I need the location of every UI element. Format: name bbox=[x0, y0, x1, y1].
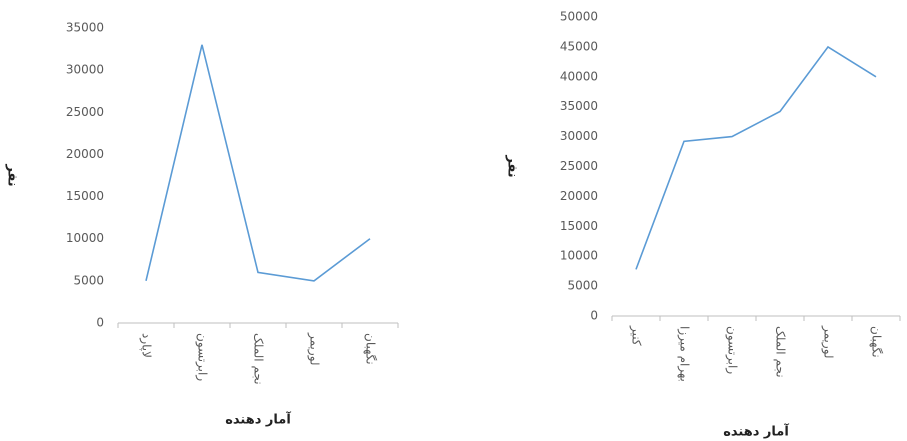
y-tick-label: 5000 bbox=[567, 279, 598, 293]
x-tick-label: نجم الملک bbox=[252, 333, 266, 385]
y-axis-title: نفر bbox=[505, 154, 520, 177]
y-tick-label: 5000 bbox=[73, 273, 104, 287]
x-tick-label: لوریمر bbox=[307, 332, 322, 366]
x-tick-label: رابرتسون bbox=[725, 326, 740, 374]
y-tick-label: 15000 bbox=[66, 189, 104, 203]
y-tick-label: 40000 bbox=[560, 69, 598, 83]
y-tick-label: 20000 bbox=[560, 189, 598, 203]
y-tick-label: 20000 bbox=[66, 147, 104, 161]
y-tick-label: 35000 bbox=[66, 21, 104, 35]
y-tick-label: 30000 bbox=[560, 129, 598, 143]
x-tick-label: نگهبان bbox=[364, 333, 378, 365]
y-tick-label: 50000 bbox=[560, 10, 598, 24]
x-tick-label: لاپارد bbox=[139, 333, 154, 358]
y-tick-label: 0 bbox=[96, 316, 104, 330]
x-tick-label: بهرام میرزا bbox=[677, 326, 692, 382]
data-line bbox=[635, 45, 877, 270]
y-tick-label: 0 bbox=[590, 309, 598, 323]
x-axis-title: آمار دهنده bbox=[225, 411, 291, 428]
y-tick-label: 10000 bbox=[66, 231, 104, 245]
y-tick-label: 25000 bbox=[66, 105, 104, 119]
x-tick-label: نگهبان bbox=[870, 326, 884, 358]
y-axis-title: نفر bbox=[5, 163, 20, 186]
y-tick-label: 10000 bbox=[560, 249, 598, 263]
y-tick-label: 35000 bbox=[560, 99, 598, 113]
y-tick-label: 25000 bbox=[560, 159, 598, 173]
y-tick-label: 45000 bbox=[560, 39, 598, 53]
x-tick-label: لوریمر bbox=[821, 325, 836, 359]
x-tick-label: رابرتسون bbox=[195, 333, 210, 381]
x-tick-label: نجم الملک bbox=[774, 326, 788, 378]
x-tick-label: کنیر bbox=[629, 325, 644, 346]
data-line bbox=[145, 44, 371, 282]
y-tick-label: 15000 bbox=[560, 219, 598, 233]
y-tick-label: 30000 bbox=[66, 63, 104, 77]
x-axis-title: آمار دهنده bbox=[723, 423, 789, 440]
